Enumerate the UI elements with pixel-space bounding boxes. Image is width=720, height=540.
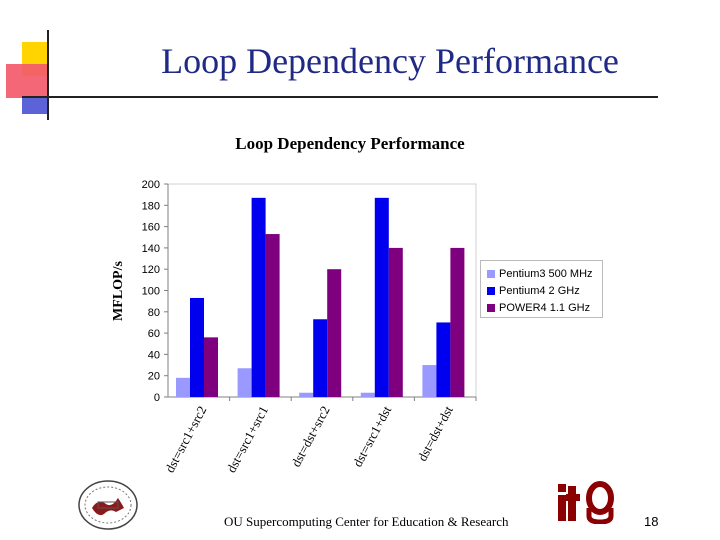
bar	[450, 247, 465, 397]
corner-decoration-red	[6, 64, 48, 98]
title-underline	[22, 96, 658, 98]
y-tick-label: 140	[142, 243, 160, 255]
y-tick-label: 80	[148, 307, 160, 319]
bar	[327, 269, 342, 397]
page-number: 18	[644, 514, 659, 529]
bar	[299, 392, 314, 397]
chart-legend: Pentium3 500 MHz Pentium4 2 GHz POWER4 1…	[480, 260, 603, 318]
y-tick-label: 120	[142, 264, 160, 276]
legend-swatch	[487, 303, 495, 312]
y-tick-label: 160	[142, 222, 160, 234]
legend-item: Pentium4 2 GHz	[487, 282, 602, 299]
x-tick-label: dst=dst+dst	[414, 403, 456, 464]
ou-seal-logo	[78, 480, 138, 530]
bar	[251, 197, 266, 397]
legend-item: Pentium3 500 MHz	[487, 265, 602, 282]
bar	[265, 234, 280, 397]
slide-title: Loop Dependency Performance	[161, 41, 619, 81]
bar	[237, 368, 252, 397]
footer-text: OU Supercomputing Center for Education &…	[224, 514, 509, 529]
it-ou-logo	[558, 481, 614, 524]
y-tick-label: 0	[154, 392, 160, 404]
bar	[176, 377, 190, 397]
bar	[204, 337, 218, 397]
bar	[360, 392, 375, 397]
x-tick-label: dst=src1+dst	[350, 403, 395, 469]
legend-label: POWER4 1.1 GHz	[499, 301, 591, 314]
corner-decoration-vertical-line	[47, 30, 49, 120]
x-tick-label: dst=src1+src1	[223, 403, 271, 475]
y-tick-label: 180	[142, 200, 160, 212]
chart-title: Loop Dependency Performance	[235, 134, 465, 153]
x-tick-label: dst=src1+src2	[162, 403, 210, 475]
y-axis-title: MFLOP/s	[111, 261, 126, 321]
bar	[374, 197, 389, 397]
legend-item: POWER4 1.1 GHz	[487, 299, 602, 316]
legend-swatch	[487, 269, 495, 278]
legend-label: Pentium4 2 GHz	[499, 284, 580, 297]
legend-label: Pentium3 500 MHz	[499, 267, 593, 280]
bar	[436, 322, 451, 397]
y-tick-label: 20	[148, 371, 160, 383]
bar	[190, 297, 204, 397]
bar	[422, 365, 437, 397]
y-tick-label: 60	[148, 328, 160, 340]
legend-swatch	[487, 286, 495, 295]
x-tick-label: dst=dst+src2	[288, 403, 333, 469]
bar	[313, 319, 328, 397]
y-tick-label: 200	[142, 179, 160, 191]
y-tick-label: 40	[148, 349, 160, 361]
corner-decoration-blue	[22, 96, 48, 114]
bar	[388, 247, 403, 397]
y-tick-label: 100	[142, 286, 160, 298]
